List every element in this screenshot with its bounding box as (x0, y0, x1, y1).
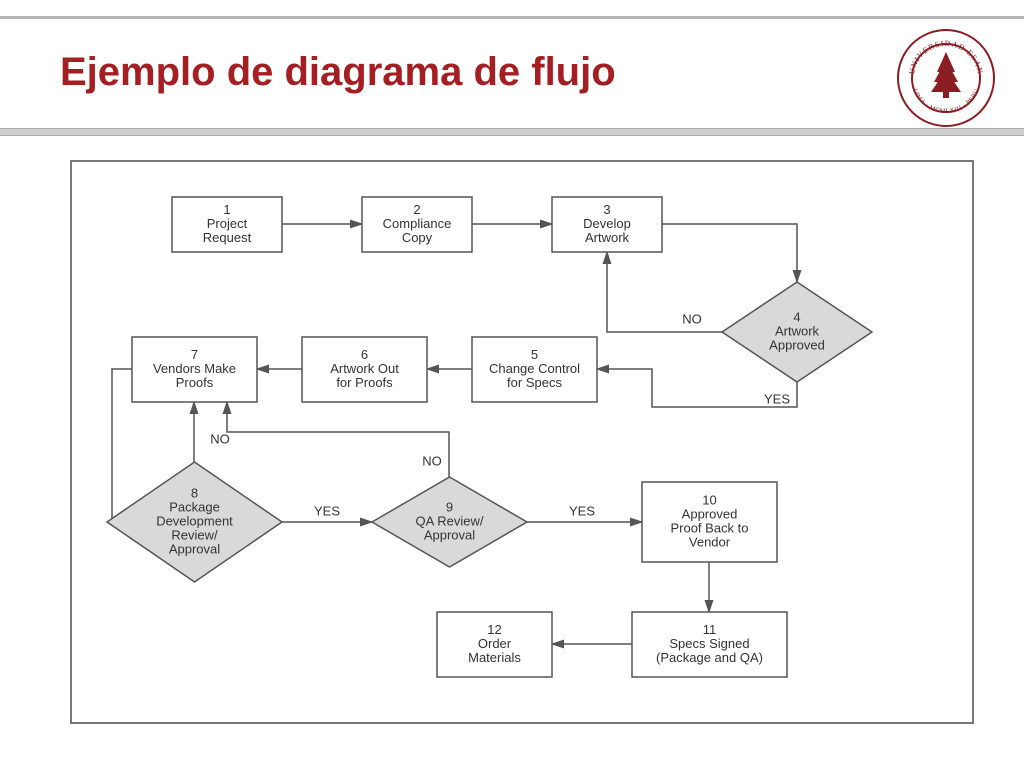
node-text: Change Control (489, 361, 580, 376)
node-text: Compliance (383, 216, 452, 231)
node-text: (Package and QA) (656, 650, 763, 665)
node-text: Vendor (689, 534, 731, 549)
edges: NO YES NO YES NO YES (107, 224, 797, 644)
node-text: 9 (446, 499, 453, 514)
edge-n4-n3 (607, 252, 722, 332)
node-text: Specs Signed (669, 636, 749, 651)
edge-label: YES (314, 503, 340, 518)
node-text: Vendors Make (153, 361, 236, 376)
node-text: 6 (361, 347, 368, 362)
page-title: Ejemplo de diagrama de flujo (60, 50, 616, 95)
node-text: Order (478, 636, 512, 651)
flowchart-container: NO YES NO YES NO YES 1ProjectRequest 2Complianc… (70, 160, 974, 724)
node-text: Approved (682, 506, 738, 521)
node-text: Artwork (775, 323, 820, 338)
node-text: 5 (531, 347, 538, 362)
node-text: Project (207, 216, 248, 231)
node-text: Proof Back to (670, 520, 748, 535)
edge-n9-n7 (227, 402, 449, 477)
node-text: Package (169, 499, 220, 514)
tree-icon (931, 52, 961, 98)
node-text: Approval (424, 527, 475, 542)
node-text: 3 (603, 202, 610, 217)
university-logo: UNIVERSIDAD ESAN LIMA · MCMLXIII · PERU (896, 28, 996, 128)
node-text: Develop (583, 216, 631, 231)
flowchart: NO YES NO YES NO YES 1ProjectRequest 2Complianc… (72, 162, 972, 722)
node-text: Review/ (171, 527, 218, 542)
node-text: Proofs (176, 375, 214, 390)
node-text: Approved (769, 337, 825, 352)
edge-n7-n8 (107, 369, 132, 522)
node-text: Materials (468, 650, 521, 665)
edge-label: NO (682, 311, 702, 326)
node-text: for Specs (507, 375, 562, 390)
top-divider (0, 16, 1024, 19)
node-text: 8 (191, 485, 198, 500)
node-text: 4 (793, 309, 800, 324)
node-text: QA Review/ (416, 513, 484, 528)
node-text: for Proofs (336, 375, 393, 390)
edge-n3-n4 (662, 224, 797, 282)
edge-label: YES (569, 503, 595, 518)
slide: Ejemplo de diagrama de flujo UNIVERSIDAD… (0, 0, 1024, 768)
node-text: 10 (702, 492, 716, 507)
node-text: Artwork Out (330, 361, 399, 376)
header-separator (0, 128, 1024, 136)
node-text: Artwork (585, 230, 630, 245)
node-text: 11 (703, 622, 717, 637)
node-text: 12 (487, 622, 501, 637)
edge-label: NO (422, 453, 442, 468)
node-text: Approval (169, 541, 220, 556)
node-text: Request (203, 230, 252, 245)
edge-label: YES (764, 391, 790, 406)
node-text: Development (156, 513, 233, 528)
node-text: Copy (402, 230, 433, 245)
node-text: 7 (191, 347, 198, 362)
node-text: 1 (223, 202, 230, 217)
node-text: 2 (413, 202, 420, 217)
edge-label: NO (210, 431, 230, 446)
